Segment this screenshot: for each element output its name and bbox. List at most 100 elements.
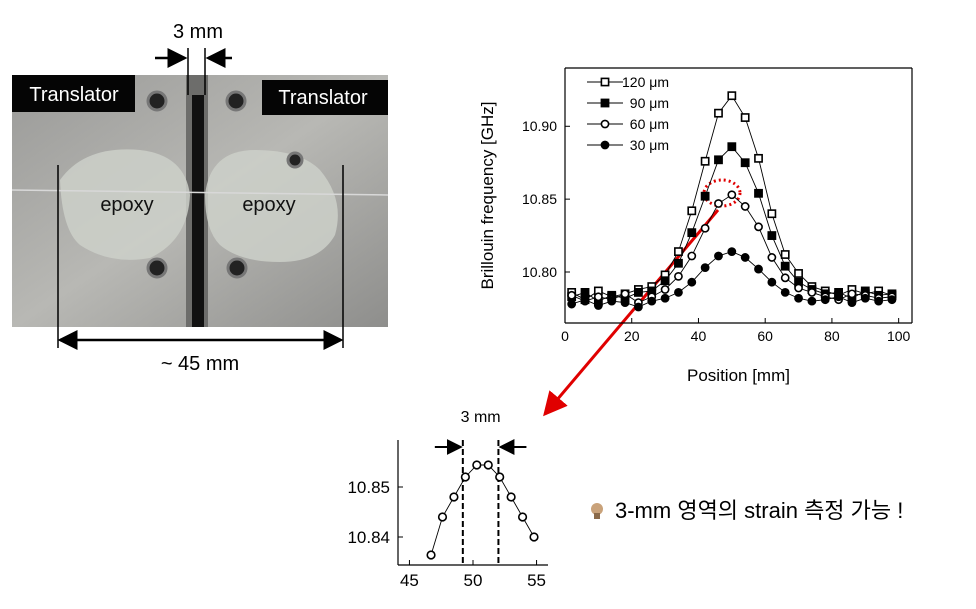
x-tick-label: 0 [561,328,569,344]
data-point [754,188,763,198]
data-point [634,302,643,312]
data-point [794,269,803,278]
data-point [740,202,750,211]
photo-label: epoxy [100,194,153,216]
data-point [674,247,683,256]
data-point [780,273,790,283]
data-point [700,223,710,233]
data-point [727,247,737,256]
hole [146,257,168,279]
data-point [794,283,803,293]
data-point [529,532,539,542]
hole [226,257,248,279]
data-point [820,295,830,305]
y-tick-label: 10.84 [347,528,390,547]
data-point [449,492,459,502]
data-point [887,295,897,305]
data-point [714,155,723,165]
data-point [834,292,843,302]
data-point [780,250,790,259]
data-point [740,253,750,262]
data-point [580,295,590,305]
data-point [660,276,670,286]
data-point [714,199,723,208]
legend-label: 60 μm [630,116,669,132]
data-point [495,472,505,482]
data-point [767,277,777,287]
y-tick-label: 10.80 [522,264,557,280]
legend-label: 120 μm [622,74,669,90]
data-point [593,292,603,302]
annotation: 3 mm [461,409,501,426]
highlight-circle [702,178,742,208]
pointer-arrow [543,209,720,417]
x-tick-label: 40 [691,328,707,344]
data-point [687,228,697,238]
data-point [687,251,697,261]
data-point [767,253,777,262]
x-tick-label: 45 [400,571,419,590]
legend-label: 30 μm [630,137,669,153]
data-point [437,512,448,522]
x-axis-label: Position [mm] [687,366,790,385]
data-point [460,472,470,482]
data-point [740,113,750,122]
data-point [700,191,710,201]
data-point [754,264,763,274]
data-point [674,271,683,281]
data-point [767,231,777,240]
data-point [727,190,737,200]
data-point [687,277,697,287]
data-point [727,91,737,101]
data-point [620,289,630,299]
data-point [780,287,790,297]
data-point [567,299,577,309]
y-tick-label: 10.85 [347,478,390,497]
data-point [740,158,750,168]
epoxy-blob [60,149,190,260]
data-point [714,108,723,118]
translator-block [12,75,135,112]
photo-label: Translator [278,87,368,109]
data-point [517,512,528,522]
hole [146,90,168,112]
data-point [754,153,763,163]
x-tick-label: 20 [624,328,640,344]
legend-marker [600,98,610,108]
data-point [754,222,763,232]
photo-label: epoxy [242,194,295,216]
data-point [767,209,777,219]
data-point [660,285,670,294]
data-point [620,298,630,307]
data-point [700,156,710,166]
data-point [607,296,617,306]
x-tick-label: 100 [887,328,911,344]
hole [286,151,304,169]
data-point [860,293,870,303]
data-point [700,263,710,273]
data-point [660,293,670,303]
x-tick-label: 50 [464,571,483,590]
data-point [727,142,737,152]
bullet-icon [591,503,603,515]
data-point [567,290,577,300]
legend-label: 90 μm [630,95,669,111]
translator-block [262,80,388,115]
length-label: ~ 45 mm [161,353,239,375]
data-point [874,296,884,306]
data-point [674,287,683,297]
data-point [483,460,493,470]
data-point [794,293,803,303]
y-tick-label: 10.85 [522,191,557,207]
fiber [11,189,389,196]
data-point [687,206,697,216]
legend-marker [600,119,610,129]
bullet-icon [594,513,600,519]
data-point [593,301,603,310]
epoxy-blob [205,150,338,262]
y-axis-label: Brillouin frequency [GHz] [478,101,497,289]
data-point [780,261,790,271]
photo: Translator Translator epoxy epoxy 3 mm ~… [11,21,389,375]
